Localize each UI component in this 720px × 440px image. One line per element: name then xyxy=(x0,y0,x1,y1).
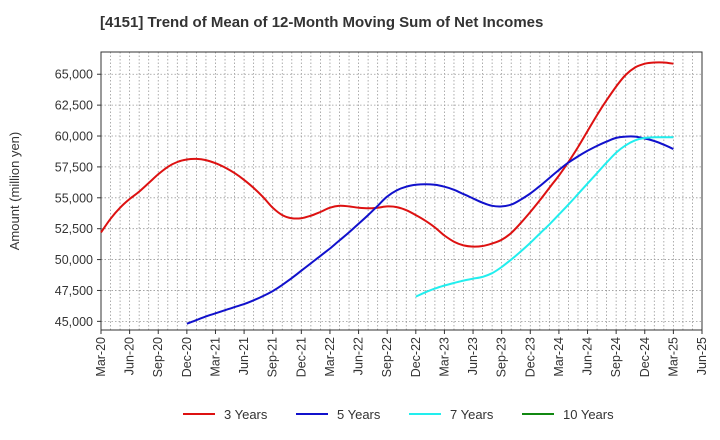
x-tick-label: Dec-21 xyxy=(294,337,308,377)
legend-label-5-years: 5 Years xyxy=(337,407,381,422)
y-tick-label: 50,000 xyxy=(55,253,93,267)
plot-area xyxy=(101,52,702,330)
legend: 3 Years 5 Years 7 Years 10 Years xyxy=(183,407,614,422)
series-line-3-years xyxy=(100,61,674,248)
y-tick-label: 60,000 xyxy=(55,130,93,144)
x-tick-label: Jun-22 xyxy=(352,337,366,375)
x-tick-label: Dec-23 xyxy=(523,337,537,377)
y-tick-label: 52,500 xyxy=(55,222,93,236)
x-tick-label: Sep-24 xyxy=(609,337,623,377)
x-tick-label: Jun-25 xyxy=(695,337,709,375)
x-tick-label: Jun-23 xyxy=(466,337,480,375)
y-axis-label: Amount (million yen) xyxy=(7,132,22,251)
chart-title: [4151] Trend of Mean of 12-Month Moving … xyxy=(100,14,544,31)
x-tick-label: Dec-20 xyxy=(180,337,194,377)
x-tick-label: Jun-24 xyxy=(581,337,595,375)
x-tick-label: Sep-23 xyxy=(495,337,509,377)
x-tick-label: Mar-22 xyxy=(323,337,337,377)
y-tick-label: 47,500 xyxy=(55,284,93,298)
x-tick-label: Jun-20 xyxy=(123,337,137,375)
x-tick-label: Mar-25 xyxy=(666,337,680,377)
x-tick-label: Dec-24 xyxy=(638,337,652,377)
series-line-7-years xyxy=(415,136,674,298)
x-tick-label: Mar-21 xyxy=(208,337,222,377)
x-tick-label: Jun-21 xyxy=(237,337,251,375)
plot-frame xyxy=(100,51,703,331)
legend-label-10-years: 10 Years xyxy=(563,407,614,422)
series-lines xyxy=(100,61,674,325)
x-tick-label: Mar-23 xyxy=(437,337,451,377)
legend-label-7-years: 7 Years xyxy=(450,407,494,422)
x-axis-ticks: Mar-20 Jun-20 Sep-20 Dec-20 Mar-21 Jun-21 Sep-… xyxy=(94,330,709,377)
y-tick-label: 65,000 xyxy=(55,68,93,82)
grid-lines xyxy=(100,51,703,331)
y-tick-label: 55,000 xyxy=(55,191,93,205)
x-tick-label: Sep-21 xyxy=(266,337,280,377)
plot-background xyxy=(101,52,702,330)
x-tick-label: Sep-20 xyxy=(151,337,165,377)
x-tick-label: Dec-22 xyxy=(409,337,423,377)
y-tick-label: 45,000 xyxy=(55,315,93,329)
x-tick-label: Mar-24 xyxy=(552,337,566,377)
y-tick-label: 62,500 xyxy=(55,99,93,113)
y-axis-ticks: 45,000 47,500 50,000 52,500 55,000 57,500 60,0… xyxy=(55,68,101,329)
x-tick-label: Mar-20 xyxy=(94,337,108,377)
x-tick-label: Sep-22 xyxy=(380,337,394,377)
series-line-5-years xyxy=(186,135,674,325)
legend-label-3-years: 3 Years xyxy=(224,407,268,422)
y-tick-label: 57,500 xyxy=(55,160,93,174)
